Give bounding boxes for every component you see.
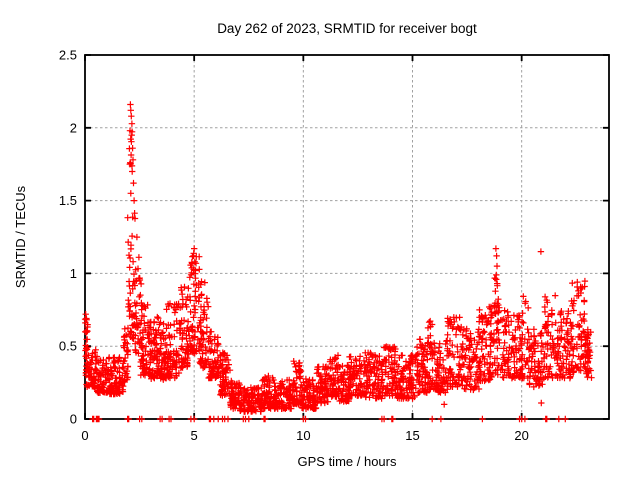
x-tick-label: 15 [405,428,419,443]
y-axis-label: SRMTID / TECUs [13,185,28,288]
y-tick-label: 1.5 [59,193,77,208]
y-axis-tick-labels: 0 0.5 1 1.5 2 2.5 [59,48,77,427]
x-tick-label: 5 [191,428,198,443]
y-tick-label: 2 [70,120,77,135]
grid-lines [85,55,609,419]
y-tick-label: 0.5 [59,339,77,354]
data-points [81,101,595,423]
x-tick-label: 0 [81,428,88,443]
y-tick-label: 1 [70,266,77,281]
x-tick-label: 10 [296,428,310,443]
x-axis-label: GPS time / hours [298,454,397,469]
y-tick-label: 2.5 [59,48,77,63]
x-axis-tick-labels: 0 5 10 15 20 [81,428,529,443]
x-tick-label: 20 [514,428,528,443]
chart-title: Day 262 of 2023, SRMTID for receiver bog… [217,21,477,36]
y-tick-label: 0 [70,412,77,427]
